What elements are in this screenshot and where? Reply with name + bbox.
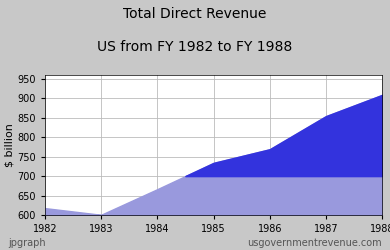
Text: usgovernmentrevenue.com: usgovernmentrevenue.com	[248, 238, 382, 248]
Text: US from FY 1982 to FY 1988: US from FY 1982 to FY 1988	[98, 40, 292, 54]
Y-axis label: $ billion: $ billion	[4, 123, 14, 167]
Text: Total Direct Revenue: Total Direct Revenue	[123, 8, 267, 22]
Text: jpgraph: jpgraph	[8, 238, 45, 248]
